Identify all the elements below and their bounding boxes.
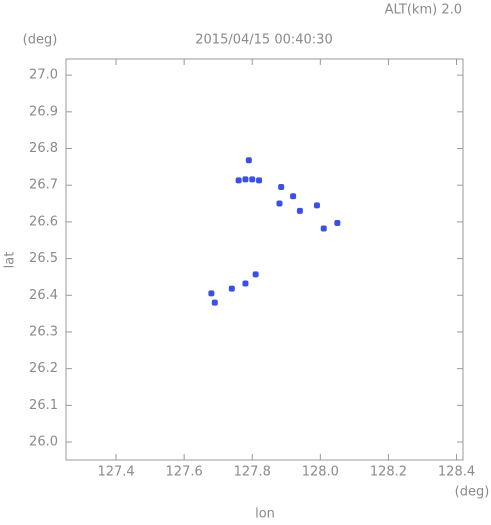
y-tick-label: 26.0	[29, 435, 58, 450]
chart-title: 2015/04/15 00:40:30	[195, 33, 332, 48]
echo	[242, 176, 249, 183]
plot-frame	[65, 58, 464, 461]
x-tick-label: 127.8	[234, 465, 271, 480]
y-tick-label: 26.4	[29, 288, 58, 303]
y-tick-label: 26.7	[29, 178, 58, 193]
echo	[334, 219, 341, 226]
x-unit: (deg)	[455, 485, 490, 500]
x-tick-label: 128.4	[438, 465, 475, 480]
x-tick-label: 128.2	[370, 465, 407, 480]
y-tick-label: 27.0	[29, 68, 58, 83]
echo	[296, 207, 303, 214]
y-unit: (deg)	[23, 33, 58, 48]
echo	[235, 177, 242, 184]
echo	[313, 202, 320, 209]
y-tick-label: 26.1	[29, 398, 58, 413]
y-tick-label: 26.5	[29, 251, 58, 266]
echo	[278, 184, 285, 191]
echo	[228, 285, 235, 292]
echo	[211, 299, 218, 306]
echo	[245, 157, 252, 164]
echo	[276, 200, 283, 207]
y-tick-label: 26.6	[29, 214, 58, 229]
x-tick-label: 127.4	[97, 465, 134, 480]
echo	[290, 193, 297, 200]
y-axis-label: lat	[3, 252, 18, 269]
echo	[242, 280, 249, 287]
x-tick-label: 128.0	[302, 465, 339, 480]
echo	[249, 176, 256, 183]
x-axis-label: lon	[255, 507, 275, 522]
y-tick-label: 26.9	[29, 104, 58, 119]
echo	[208, 290, 215, 297]
y-tick-label: 26.3	[29, 324, 58, 339]
y-tick-label: 26.2	[29, 361, 58, 376]
subtitle: ALT(km) 2.0	[385, 3, 462, 18]
y-tick-label: 26.8	[29, 141, 58, 156]
x-tick-label: 127.6	[166, 465, 203, 480]
echo	[252, 271, 259, 278]
echo	[256, 177, 263, 184]
echo	[320, 225, 327, 232]
